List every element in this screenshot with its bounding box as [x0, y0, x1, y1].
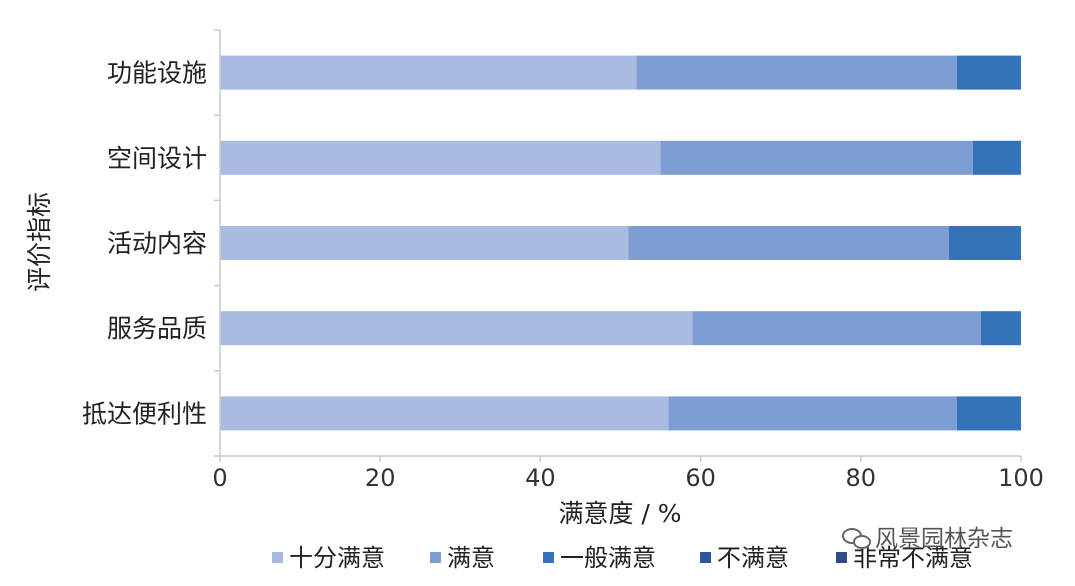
- bar-segment: [220, 55, 637, 90]
- y-axis-title: 评价指标: [25, 192, 54, 292]
- category-label: 功能设施: [107, 59, 207, 88]
- watermark-text: 风景园林杂志: [875, 526, 1013, 552]
- bar-segment: [636, 55, 957, 90]
- bars-group: [220, 55, 1021, 431]
- legend: 十分满意 满意 一般满意 不满意 非常不满意: [272, 544, 973, 572]
- watermark: 风景园林杂志: [842, 526, 1013, 552]
- bar-segment: [668, 396, 957, 431]
- bar-segment: [948, 226, 1021, 260]
- x-tick-label: 20: [365, 464, 396, 492]
- x-axis-title: 满意度 / %: [558, 499, 681, 528]
- bar-segment: [956, 55, 1021, 90]
- bar-segment: [972, 140, 1021, 175]
- x-tick-label: 60: [685, 464, 716, 492]
- bar-segment: [220, 140, 661, 175]
- x-tick-label: 80: [846, 464, 877, 492]
- legend-label: 不满意: [717, 544, 789, 572]
- bar-segment: [692, 311, 981, 346]
- legend-swatch: [543, 552, 554, 563]
- bar-segment: [220, 226, 629, 260]
- legend-swatch: [430, 552, 441, 563]
- bar-segment: [956, 396, 1021, 431]
- legend-swatch: [272, 552, 283, 563]
- wechat-icon: [842, 528, 871, 549]
- bar-segment: [660, 140, 973, 175]
- category-label: 服务品质: [107, 314, 207, 343]
- category-label: 空间设计: [107, 144, 207, 173]
- legend-label: 一般满意: [560, 544, 656, 572]
- legend-label: 非常不满意: [853, 544, 973, 572]
- x-tick-label: 0: [212, 464, 227, 492]
- bar-segment: [980, 311, 1021, 346]
- legend-label: 十分满意: [289, 544, 385, 572]
- bar-segment: [628, 226, 949, 260]
- x-tick-label: 40: [525, 464, 556, 492]
- legend-swatch: [836, 552, 847, 563]
- bar-segment: [220, 396, 669, 431]
- category-label: 抵达便利性: [82, 399, 207, 428]
- bar-segment: [220, 311, 693, 346]
- category-label: 活动内容: [107, 229, 207, 258]
- legend-label: 满意: [447, 544, 495, 572]
- legend-swatch: [700, 552, 711, 563]
- x-tick-label: 100: [998, 464, 1044, 492]
